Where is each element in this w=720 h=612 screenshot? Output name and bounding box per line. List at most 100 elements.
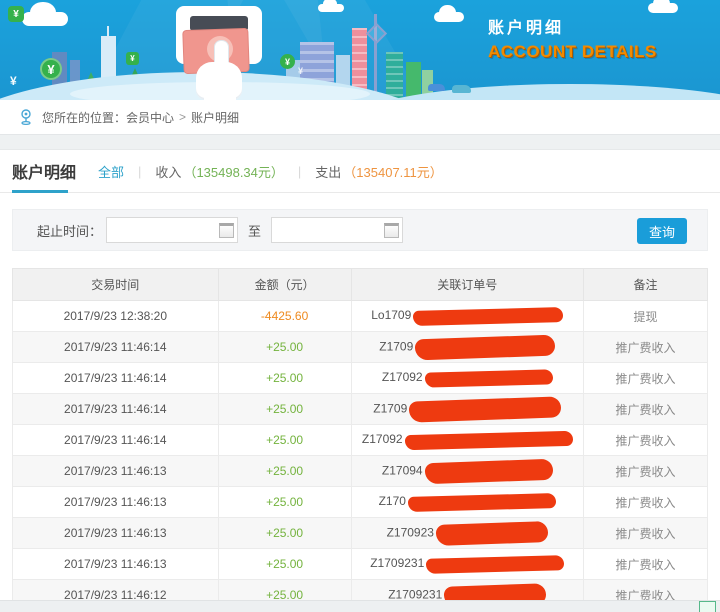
- order-number-cell: Z17094: [350, 455, 584, 487]
- cloud-icon: [318, 0, 344, 12]
- transaction-amount: +25.00: [266, 464, 304, 478]
- tab-expense[interactable]: 支出 （135407.11元）: [315, 162, 443, 181]
- tab-income-label: 收入: [155, 164, 182, 180]
- order-number-cell: Z17092: [350, 424, 584, 456]
- table-row: 2017/9/23 11:46:13 +25.00 Z17094 推广费收入: [12, 455, 709, 487]
- location-pin-icon: [18, 108, 34, 126]
- order-number-prefix: Z1709231: [370, 556, 425, 571]
- remark-cell: 推广费收入: [582, 362, 709, 394]
- end-date-input[interactable]: [272, 218, 389, 240]
- amount-cell: -4425.60: [217, 300, 352, 332]
- redaction-scribble: [424, 458, 553, 484]
- tab-separator: |: [138, 163, 142, 179]
- breadcrumb-prefix: 您所在的位置：: [42, 110, 127, 125]
- yen-coin-icon: [126, 52, 139, 65]
- transaction-time: 2017/9/23 11:46:14: [12, 393, 219, 425]
- order-number-prefix: Z170: [378, 494, 406, 509]
- tab-expense-label: 支出: [315, 164, 342, 180]
- end-date-field[interactable]: [271, 217, 404, 243]
- car-icon: [428, 84, 445, 91]
- breadcrumb-member-center-link[interactable]: 会员中心: [126, 110, 175, 125]
- remark-cell: 推广费收入: [582, 486, 709, 518]
- redaction-scribble: [407, 492, 557, 512]
- start-date-field[interactable]: [106, 217, 239, 243]
- order-number-prefix: Z17094: [381, 463, 423, 478]
- building-icon: [406, 62, 421, 98]
- table-header: 金额（元）: [217, 268, 352, 301]
- remark-cell: 推广费收入: [582, 424, 709, 456]
- building-icon: [70, 60, 80, 98]
- atm-slot-opening: [190, 16, 248, 31]
- transaction-amount: -4425.60: [260, 309, 309, 323]
- calendar-icon[interactable]: [219, 223, 235, 238]
- tv-tower-icon: [374, 14, 377, 98]
- building-icon: [352, 28, 367, 98]
- redaction-scribble: [414, 334, 556, 360]
- order-number-prefix: Z170923: [386, 525, 434, 540]
- table-row: 2017/9/23 12:38:20 -4425.60 Lo1709 提现: [12, 300, 709, 332]
- order-number-cell: Z170: [350, 486, 584, 518]
- order-number-prefix: Z1709: [379, 339, 414, 354]
- tab-separator: |: [297, 163, 302, 179]
- table-row: 2017/9/23 11:46:13 +25.00 Z170 推广费收入: [12, 486, 709, 518]
- yen-coin-icon: [40, 58, 62, 80]
- remark-cell: 推广费收入: [582, 393, 709, 425]
- transaction-amount: +25.00: [266, 402, 304, 416]
- transaction-time: 2017/9/23 11:46:14: [12, 331, 219, 363]
- tab-bar: 账户明细 全部 | 收入 （135498.34元） | 支出 （135407.11元…: [0, 150, 720, 193]
- banner: 账户明细 ACCOUNT DETAILS: [0, 0, 720, 100]
- table-row: 2017/9/23 11:46:14 +25.00 Z17092 推广费收入: [12, 424, 709, 456]
- transaction-amount: +25.00: [266, 526, 304, 540]
- order-number-cell: Z170923: [350, 517, 584, 549]
- order-number-cell: Z1709: [350, 331, 584, 363]
- order-number-cell: Lo1709: [350, 300, 584, 332]
- search-button[interactable]: 查询: [637, 218, 687, 244]
- transaction-amount: +25.00: [266, 371, 304, 385]
- transaction-amount: +25.00: [266, 495, 304, 509]
- breadcrumb-current: 账户明细: [191, 110, 240, 125]
- transaction-time: 2017/9/23 11:46:13: [12, 486, 219, 518]
- order-number-cell: Z17092: [350, 362, 584, 394]
- transaction-time: 2017/9/23 11:46:14: [12, 424, 219, 456]
- tab-income[interactable]: 收入 （135498.34元）: [155, 162, 283, 181]
- transaction-time: 2017/9/23 11:46:13: [12, 548, 219, 580]
- date-filter-bar: 起止时间： 至 查询: [12, 209, 708, 251]
- amount-cell: +25.00: [217, 455, 352, 487]
- redaction-scribble: [424, 368, 553, 388]
- amount-cell: +25.00: [217, 517, 352, 549]
- remark-cell: 推广费收入: [582, 455, 709, 487]
- breadcrumb-separator: >: [179, 110, 187, 124]
- table-row: 2017/9/23 11:46:14 +25.00 Z1709 推广费收入: [12, 331, 709, 363]
- building-icon: [422, 70, 433, 98]
- expense-total: （135407.11元）: [343, 164, 443, 180]
- table-row: 2017/9/23 11:46:14 +25.00 Z1709 推广费收入: [12, 393, 709, 425]
- back-to-top-widget[interactable]: [699, 601, 716, 612]
- yen-symbol: [10, 74, 17, 88]
- income-total: （135498.34元）: [183, 164, 284, 180]
- yen-coin-icon: [280, 54, 295, 69]
- order-number-prefix: Z17092: [381, 370, 423, 385]
- remark-cell: 推广费收入: [582, 548, 709, 580]
- yen-coin-icon: [8, 6, 24, 22]
- redaction-scribble: [426, 554, 565, 574]
- transactions-table: 交易时间 金额（元） 关联订单号 备注 2017/9/23 12:38:20 -4425…: [12, 268, 709, 611]
- amount-cell: +25.00: [217, 393, 352, 425]
- calendar-icon[interactable]: [384, 223, 400, 238]
- start-date-input[interactable]: [107, 218, 224, 240]
- banner-title-en: ACCOUNT DETAILS: [488, 42, 657, 61]
- banner-title-cn: 账户明细: [488, 20, 565, 37]
- transaction-amount: +25.00: [266, 433, 304, 447]
- order-number-prefix: Z1709231: [388, 587, 443, 602]
- cloud-icon: [434, 5, 464, 22]
- account-details-panel: 账户明细 全部 | 收入 （135498.34元） | 支出 （135407.11元…: [0, 149, 720, 611]
- order-number-prefix: Lo1709: [371, 308, 412, 323]
- table-row: 2017/9/23 11:46:13 +25.00 Z170923 推广费收入: [12, 517, 709, 549]
- order-number-prefix: Z1709: [373, 401, 408, 416]
- transaction-time: 2017/9/23 11:46:13: [12, 455, 219, 487]
- hand-wrist-illustration: [204, 94, 236, 100]
- bus-icon: [452, 85, 471, 93]
- amount-cell: +25.00: [217, 362, 352, 394]
- tab-all[interactable]: 全部: [98, 164, 125, 180]
- transaction-amount: +25.00: [266, 588, 304, 602]
